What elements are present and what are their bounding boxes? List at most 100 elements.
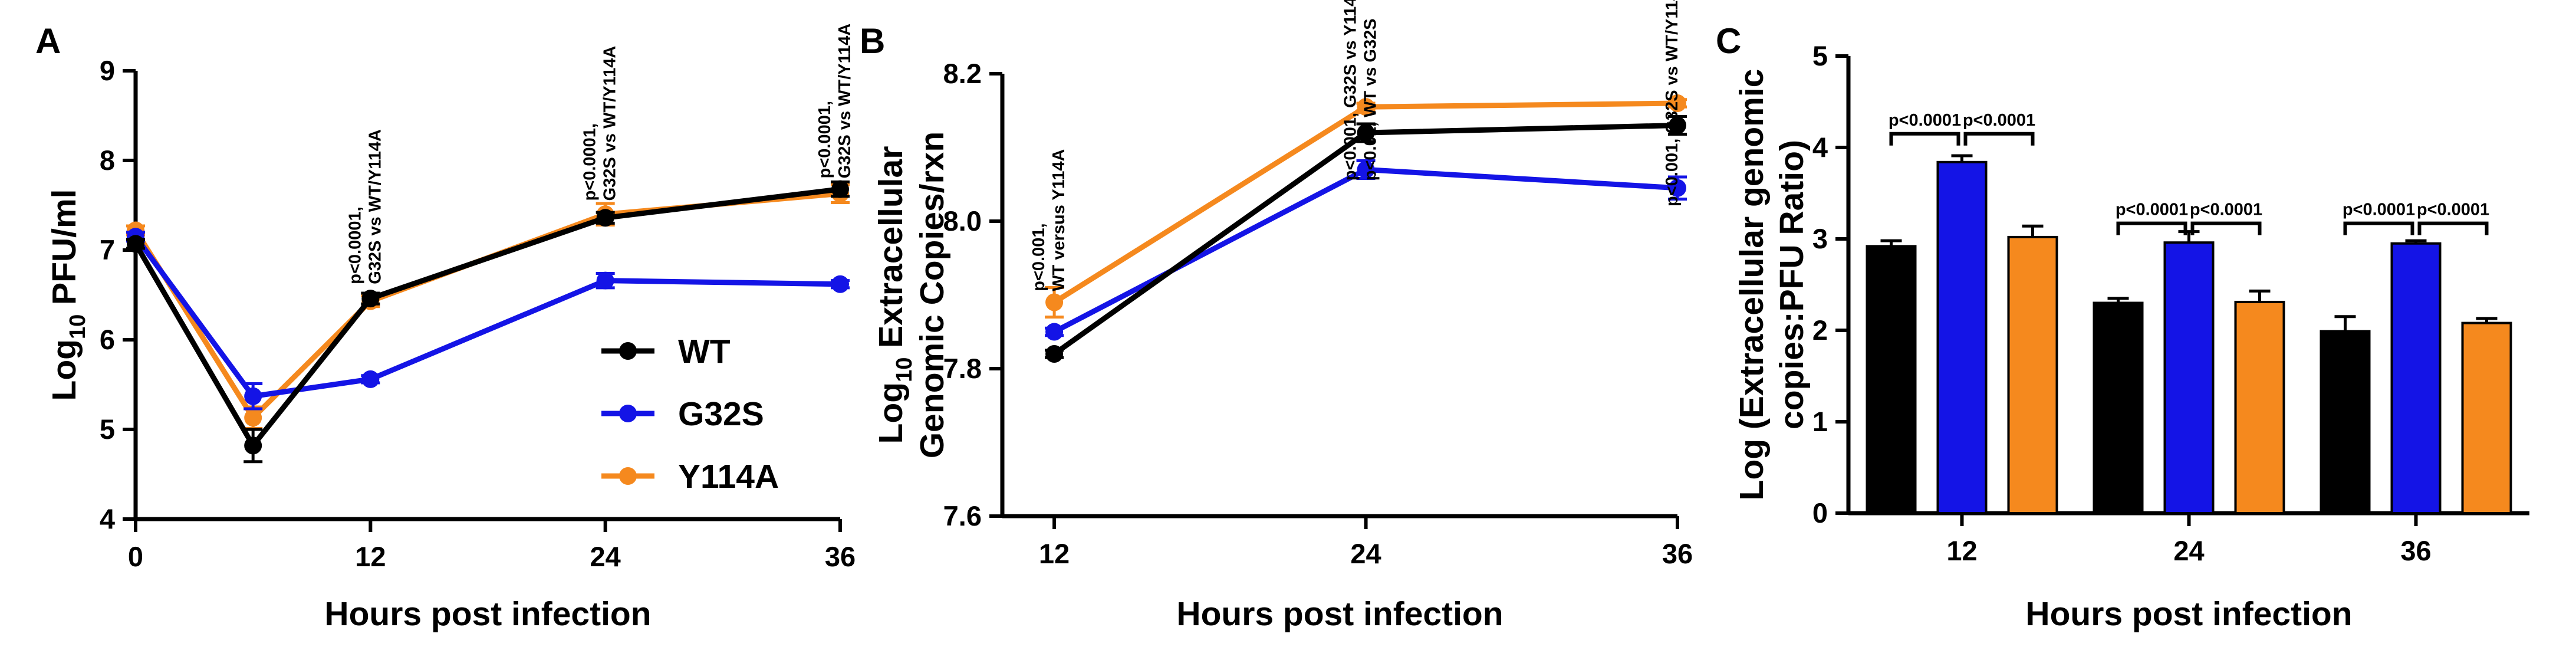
data-point-y114a <box>1669 94 1686 112</box>
annotation-text: p<0.001, <box>1029 223 1048 291</box>
x-tick-label: 24 <box>590 541 621 572</box>
bracket-line <box>2116 221 2187 235</box>
bar-y114a <box>2007 235 2058 514</box>
y-axis-label-sub: 10 <box>65 314 90 339</box>
y-tick-label: 4 <box>100 503 115 534</box>
y-tick-label: 6 <box>100 324 115 355</box>
series-y114a <box>2007 224 2512 514</box>
x-tick-label: 24 <box>1350 538 1381 569</box>
y-tick-label: 2 <box>1812 314 1828 346</box>
series-y114a <box>1045 94 1687 319</box>
data-point-y114a <box>1357 98 1375 116</box>
series-g32s <box>1936 154 2442 514</box>
data-point-wt <box>1045 345 1064 363</box>
y-tick-label: 3 <box>1812 223 1828 254</box>
bracket-line <box>2417 221 2489 235</box>
y-axis-label-rest: Extracellular <box>872 146 910 357</box>
panel-b: B 7.6 7.8 8.0 8.2 12 24 36 Hours post infection… <box>860 0 1693 633</box>
data-point-y114a <box>1045 293 1064 311</box>
x-tick-label: 12 <box>1039 538 1070 569</box>
annotation-text: p<0.001, G32S vs WT/Y114A <box>1663 0 1682 206</box>
legend-marker-g32s <box>619 405 637 422</box>
bracket-label: p<0.0001 <box>2190 201 2262 219</box>
x-tick-label: 36 <box>825 541 856 572</box>
y-tick-label: 8.0 <box>943 205 982 237</box>
y-tick-label: 7.6 <box>943 500 982 531</box>
y-tick-label: 9 <box>100 55 115 86</box>
data-point-g32s <box>1669 179 1686 197</box>
bar-g32s <box>2390 242 2442 514</box>
x-axis-label: Hours post infection <box>2025 595 2352 633</box>
legend-label-wt: WT <box>678 333 731 370</box>
x-axis-label: Hours post infection <box>324 595 651 633</box>
bracket-line <box>2343 221 2414 235</box>
y-tick-label: 0 <box>1812 497 1828 529</box>
x-tick-label: 36 <box>2400 535 2431 566</box>
x-tick-label: 12 <box>355 541 386 572</box>
annotation-text: p<0.0001, <box>815 101 834 178</box>
annotation-text: G32S vs WT/Y114A <box>366 129 384 284</box>
annotation-text: WT versus Y114A <box>1050 149 1068 291</box>
y-axis-label-base: Log <box>872 382 910 444</box>
data-point-g32s <box>244 387 262 405</box>
annotation-text: p<0.001, G32S vs Y114A <box>1341 0 1360 180</box>
data-point-wt <box>831 180 849 198</box>
y-axis-label-base: Log <box>45 339 83 401</box>
data-point-g32s <box>1045 323 1064 341</box>
bracket-label: p<0.0001 <box>1963 111 2035 130</box>
bar-wt <box>2093 301 2144 514</box>
y-tick-label: 7 <box>100 234 115 265</box>
data-point-g32s <box>1357 160 1375 179</box>
significance-bracket: p<0.0001 <box>2190 201 2262 235</box>
data-point-g32s <box>831 275 849 293</box>
legend-label-g32s: G32S <box>678 395 764 433</box>
y-axis-label-sub: 10 <box>892 357 917 382</box>
series-wt <box>1045 115 1687 363</box>
x-tick-label: 0 <box>128 541 143 572</box>
panel-b-plot: 7.6 7.8 8.0 8.2 12 24 36 Hours post infection Lo… <box>872 0 1693 633</box>
panel-a-letter: A <box>35 21 61 61</box>
legend: WT G32S Y114A <box>601 333 779 495</box>
x-tick-label: 12 <box>1946 535 1977 566</box>
data-point-g32s <box>361 370 380 388</box>
series-line-g32s <box>1052 167 1678 334</box>
bracket-line <box>2190 221 2262 235</box>
y-axis-label-line2: copies:PFU Ratio) <box>1773 140 1811 429</box>
x-tick-label: 24 <box>2173 535 2204 566</box>
bracket-line <box>1963 132 2035 146</box>
y-axis-label: Log10 PFU/ml <box>45 189 90 401</box>
bar-g32s <box>2163 241 2215 514</box>
annotation-text: p<0.0001, <box>346 206 364 284</box>
y-tick-label: 8.2 <box>943 58 982 89</box>
significance-bracket: p<0.0001 <box>1889 111 1961 146</box>
bracket-label: p<0.0001 <box>2116 201 2188 219</box>
annotation-text: G32S vs WT/Y114A <box>835 24 854 179</box>
bracket-line <box>1889 132 1960 146</box>
x-tick-label: 36 <box>1662 538 1693 569</box>
annotation-text: G32S vs WT/Y114A <box>601 46 620 201</box>
annotation-text: p<0.01, WT vs G32S <box>1361 18 1380 180</box>
annotation-text: p<0.0001, <box>581 123 600 201</box>
bar-y114a <box>2234 300 2285 514</box>
y-axis-label-rest: PFU/ml <box>45 189 83 314</box>
panel-a: A 4 5 6 7 8 9 0 12 24 36 Hours post infection Log10… <box>35 21 856 633</box>
significance-bracket: p<0.0001 <box>1963 111 2035 146</box>
x-axis-label: Hours post infection <box>1176 595 1503 633</box>
bar-wt <box>2320 330 2371 514</box>
series-wt <box>1866 239 2371 514</box>
panel-b-letter: B <box>860 21 885 61</box>
y-axis-label-line2: Genomic Copies/rxn <box>913 132 951 458</box>
legend-label-y114a: Y114A <box>678 458 779 495</box>
data-point-wt <box>361 290 380 308</box>
data-point-y114a <box>244 409 262 427</box>
data-point-wt <box>1357 124 1375 142</box>
data-point-wt <box>596 209 614 227</box>
y-axis-label-line1: Log (Extracellular genomic <box>1733 69 1771 501</box>
y-axis-label-line1: Log10 Extracellular <box>872 146 917 444</box>
y-tick-label: 1 <box>1812 406 1828 437</box>
bar-y114a <box>2461 321 2512 514</box>
bar-g32s <box>1936 160 1988 514</box>
series-y114a <box>126 183 850 430</box>
